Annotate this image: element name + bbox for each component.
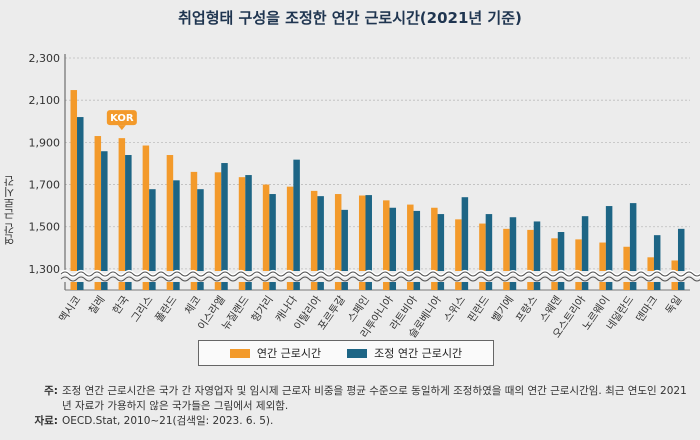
bar-adjusted xyxy=(461,197,469,290)
x-tick-label: 덴마크 xyxy=(634,294,661,325)
annotation-pointer xyxy=(117,125,126,131)
bar-orig xyxy=(310,190,318,290)
bar-adjusted xyxy=(293,159,300,290)
legend-item-orig: 연간 근로시간 xyxy=(229,345,322,361)
note-key: 주: xyxy=(44,385,58,397)
bar-orig xyxy=(383,200,390,290)
x-tick-label: 폴란드 xyxy=(153,294,180,325)
bar-orig xyxy=(479,223,486,290)
x-tick-label: 프랑스 xyxy=(514,294,541,325)
bar-orig xyxy=(142,145,150,290)
legend-label-adjusted: 조정 연간 근로시간 xyxy=(374,347,463,360)
bar-adjusted xyxy=(485,214,493,290)
axis-break-line-top xyxy=(60,271,700,277)
bar-adjusted xyxy=(581,216,589,290)
bar-adjusted xyxy=(77,117,84,291)
bar-orig xyxy=(286,186,294,290)
y-tick-label: 1,300 xyxy=(29,263,61,276)
x-tick-label: 칠레 xyxy=(87,294,108,317)
bar-orig xyxy=(238,177,246,290)
bar-adjusted xyxy=(245,175,252,290)
bar-adjusted xyxy=(677,228,685,290)
bar-orig xyxy=(503,228,510,290)
bar-adjusted xyxy=(173,180,180,290)
annotation-label: KOR xyxy=(110,113,134,124)
bar-orig xyxy=(358,195,366,290)
y-axis-label: 연간 근로시간 xyxy=(3,175,16,245)
bar-orig xyxy=(551,238,558,290)
bar-orig xyxy=(190,171,198,290)
x-tick-label: 체코 xyxy=(183,294,204,317)
x-tick-label: 멕시코 xyxy=(57,294,84,325)
bar-orig xyxy=(455,219,462,290)
y-tick-label: 1,900 xyxy=(29,136,61,149)
bar-adjusted xyxy=(389,207,397,290)
axis-break-line-bottom xyxy=(60,276,700,282)
bar-orig xyxy=(407,204,414,290)
note-text: 조정 연간 근로시간은 국가 간 자영업자 및 임시제 근로자 비중을 평균 수… xyxy=(62,385,687,412)
bar-orig xyxy=(623,246,630,290)
bar-orig xyxy=(118,138,126,290)
x-tick-label: 헝가리 xyxy=(249,294,275,325)
chart-notes: 주: 조정 연간 근로시간은 국가 간 자영업자 및 임시제 근로자 비중을 평… xyxy=(18,384,688,429)
bar-adjusted xyxy=(509,217,517,290)
bar-orig xyxy=(431,207,438,290)
y-tick-label: 1,500 xyxy=(29,221,61,234)
bar-orig xyxy=(334,194,342,290)
x-tick-label: 그리스 xyxy=(129,294,156,325)
bar-adjusted xyxy=(341,209,348,290)
bar-orig xyxy=(166,155,174,290)
legend-swatch-adjusted xyxy=(347,348,368,358)
bar-adjusted xyxy=(149,189,156,290)
bar-adjusted xyxy=(605,206,613,290)
chart-title: 취업형태 구성을 조정한 연간 근로시간(2021년 기준) xyxy=(178,9,522,27)
bar-adjusted xyxy=(125,155,132,290)
bar-adjusted xyxy=(557,232,565,290)
y-tick-label: 2,100 xyxy=(29,94,61,107)
bar-orig xyxy=(214,172,222,290)
legend-item-adjusted: 조정 연간 근로시간 xyxy=(347,345,462,361)
bar-adjusted xyxy=(197,189,204,290)
x-tick-label: 한국 xyxy=(111,294,132,317)
annotation-badge xyxy=(106,110,137,126)
bar-adjusted xyxy=(413,210,421,290)
note-row: 주: 조정 연간 근로시간은 국가 간 자영업자 및 임시제 근로자 비중을 평… xyxy=(18,384,688,414)
x-tick-label: 핀란드 xyxy=(466,294,493,325)
bar-orig xyxy=(527,229,534,290)
bar-orig xyxy=(575,239,582,290)
source-key: 자료: xyxy=(34,415,58,427)
x-tick-label: 스위스 xyxy=(441,293,468,324)
bar-orig xyxy=(94,136,102,290)
bar-adjusted xyxy=(317,196,324,290)
bar-adjusted xyxy=(437,214,445,290)
bar-orig xyxy=(70,90,78,290)
source-row: 자료: OECD.Stat, 2010~21(검색일: 2023. 6. 5). xyxy=(18,414,688,429)
source-text: OECD.Stat, 2010~21(검색일: 2023. 6. 5). xyxy=(62,415,274,427)
bar-adjusted xyxy=(629,203,637,290)
bar-adjusted xyxy=(653,235,661,290)
x-tick-label: 독일 xyxy=(663,293,685,316)
bar-adjusted xyxy=(101,151,108,290)
bar-orig xyxy=(599,242,606,290)
bar-adjusted xyxy=(269,194,276,290)
bar-adjusted xyxy=(221,163,228,290)
chart-legend: 연간 근로시간 조정 연간 근로시간 xyxy=(198,340,494,366)
bar-adjusted xyxy=(365,195,372,290)
y-tick-label: 1,700 xyxy=(29,179,61,192)
x-tick-label: 벨기에 xyxy=(490,294,516,325)
y-tick-label: 2,300 xyxy=(29,52,61,65)
legend-label-orig: 연간 근로시간 xyxy=(256,347,322,360)
bar-orig xyxy=(262,184,270,290)
bar-adjusted xyxy=(533,221,541,290)
legend-swatch-orig xyxy=(229,348,250,358)
